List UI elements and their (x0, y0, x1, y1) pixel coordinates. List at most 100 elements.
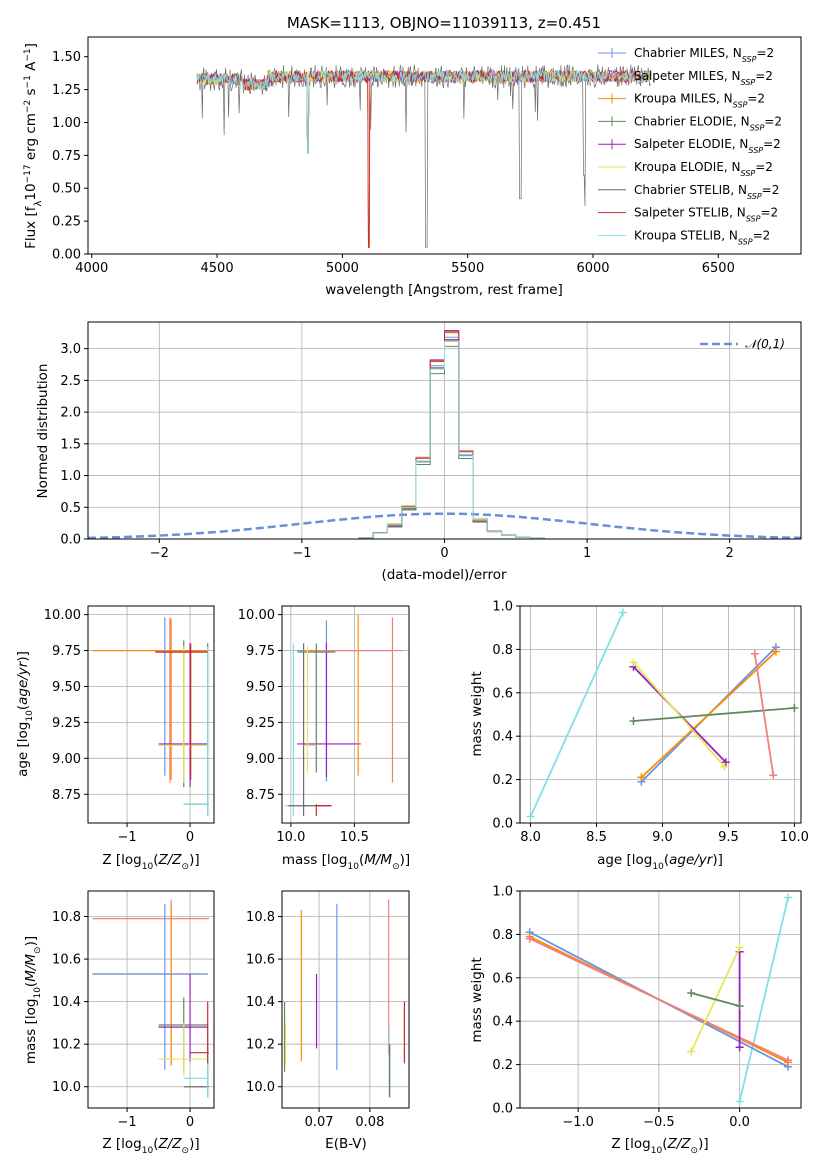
label-part: −1 (23, 75, 33, 88)
weight-point (735, 1097, 744, 1106)
label-part: Z/Z (666, 1136, 691, 1152)
label-part: s (23, 88, 39, 99)
plot-area-weight_vs_Z (525, 893, 793, 1106)
y-tick-label: 9.50 (246, 680, 275, 695)
y-tick-label: 10.2 (246, 1038, 275, 1053)
legend-name: Kroupa STELIB, N (634, 228, 738, 242)
axes-age_vs_Z: −1 0 8.75 9.00 9.25 9.50 9.75 10.00 (44, 605, 215, 845)
y-tick-label: 8.75 (52, 788, 81, 803)
y-tick-label: 1.0 (492, 885, 513, 900)
legend-name: Chabrier MILES, N (634, 46, 742, 60)
weight-point (629, 717, 638, 726)
x-tick-label: 0 (186, 830, 194, 845)
weight-line (529, 612, 624, 817)
y-tick-label: 10.8 (52, 910, 81, 925)
y-tick-label: 0.25 (52, 215, 81, 230)
spectrum-line (196, 69, 651, 154)
legend-sub: SSP (750, 123, 765, 132)
y-tick-label: 0.6 (492, 686, 513, 701)
x-tick-label: 9.0 (652, 830, 673, 845)
label-part: ( (662, 1136, 667, 1152)
weight-point (735, 1043, 744, 1052)
axes-frame (87, 36, 802, 255)
chart-title: MASK=1113, OBJNO=11039113, z=0.451 (287, 14, 601, 32)
legend-label: Salpeter STELIB, NSSP=2 (634, 206, 778, 224)
x-tick-label: −1 (292, 546, 311, 561)
legend-name: Salpeter ELODIE, N (634, 137, 748, 151)
x-tick-label: 9.5 (718, 830, 739, 845)
y-tick-label: 0.6 (492, 971, 513, 986)
label-part: M/M (23, 954, 39, 982)
label-part: 10 (651, 1146, 663, 1156)
axes-residuals: −2 −1 0 1 2 0.0 0.5 1.0 1.5 2.0 2.5 3.0 (60, 321, 802, 561)
y-tick-label: 10.4 (52, 995, 81, 1010)
legend-sub: SSP (741, 77, 756, 86)
weight-point (721, 758, 730, 767)
y-axis-label: Normed distribution (35, 364, 51, 499)
x-tick-label: 5000 (326, 261, 359, 276)
label-part: −2 (23, 100, 33, 113)
x-tick-label: 1 (583, 546, 591, 561)
plot-area-age_vs_Z (92, 617, 209, 816)
label-part: 10 (142, 862, 154, 872)
label-part: )] (189, 852, 200, 868)
weight-point (784, 893, 793, 902)
y-tick-label: 0.5 (60, 501, 81, 516)
label-part: Flux [f (23, 205, 39, 249)
legend-sub: SSP (741, 169, 756, 178)
weight-line (529, 937, 789, 1062)
legend-suffix: =2 (753, 228, 771, 242)
axes-mass_vs_ebv: 0.07 0.08 10.0 10.2 10.4 10.6 10.8 (246, 890, 410, 1130)
legend-label: Kroupa ELODIE, NSSP=2 (634, 160, 773, 178)
y-tick-label: 10.6 (246, 953, 275, 968)
label-part: age [log (597, 852, 652, 868)
weight-line (632, 661, 726, 768)
frame-age_vs_mass: 10.0 10.5 8.75 9.00 9.25 9.50 9.75 10.00 (238, 605, 410, 845)
y-tick-label: 0.0 (60, 533, 81, 548)
plot-area-mass_vs_ebv (283, 899, 406, 1098)
label-part: mass [log (23, 999, 39, 1065)
frame-mass_vs_ebv: 0.07 0.08 10.0 10.2 10.4 10.6 10.8 (246, 890, 410, 1130)
label-part: A (23, 61, 39, 75)
y-tick-label: 0.8 (492, 928, 513, 943)
y-tick-label: 0.0 (492, 1102, 513, 1117)
y-tick-label: 2.5 (60, 374, 81, 389)
x-tick-label: 4500 (201, 261, 234, 276)
label-part: ⊙ (392, 862, 400, 872)
y-tick-label: 1.25 (52, 83, 81, 98)
x-tick-label: 2 (726, 546, 734, 561)
plot-area-mass_vs_Z (92, 899, 209, 1098)
x-tick-label: 0 (186, 1115, 194, 1130)
x-tick-label: 10.0 (780, 830, 809, 845)
x-tick-label: 10.5 (340, 830, 369, 845)
legend-label: Salpeter MILES, NSSP=2 (634, 69, 773, 87)
y-tick-label: 3.0 (60, 342, 81, 357)
label-part: erg cm (23, 113, 39, 164)
weight-line (753, 653, 775, 776)
legend-name: Kroupa MILES, N (634, 92, 733, 106)
y-tick-label: 10.6 (52, 953, 81, 968)
grid-mass_vs_ebv (282, 891, 409, 1108)
label-part: ⊙ (182, 1146, 190, 1156)
legend-sub: SSP (747, 191, 762, 200)
x-axis-label: age [log10(age/yr)] (597, 852, 723, 872)
y-tick-label: 9.00 (246, 752, 275, 767)
label-part: ⊙ (182, 862, 190, 872)
axes-weight_vs_Z: −1.0 −0.5 0.0 0.0 0.2 0.4 0.6 0.8 1.0 (492, 885, 802, 1130)
label-part: ] (23, 43, 39, 48)
residual-histogram (88, 341, 801, 539)
axes-mass_vs_Z: −1 0 10.0 10.2 10.4 10.6 10.8 (52, 890, 215, 1130)
y-axis-label: mass weight (469, 957, 485, 1042)
weight-point (771, 647, 780, 656)
label-part: 10 (25, 710, 35, 722)
label-part: M/M (364, 852, 392, 868)
weight-point (735, 943, 744, 952)
label-part: )] (712, 852, 723, 868)
axes-frame (281, 890, 410, 1109)
weight-point (720, 762, 729, 771)
legend-label: Salpeter ELODIE, NSSP=2 (634, 137, 781, 155)
label-part: Z/Z (157, 852, 182, 868)
label-part: ( (664, 852, 669, 868)
y-tick-label: 9.50 (52, 680, 81, 695)
